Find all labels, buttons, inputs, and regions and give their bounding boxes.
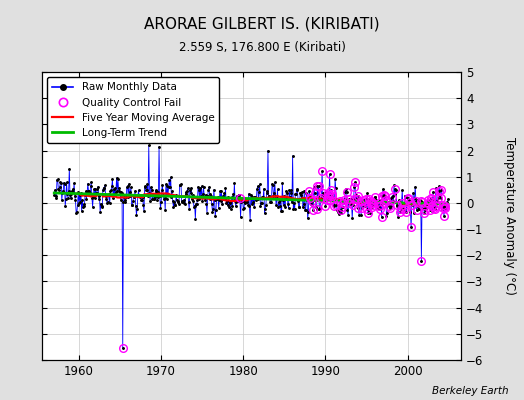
Text: 2.559 S, 176.800 E (Kiribati): 2.559 S, 176.800 E (Kiribati) [179,42,345,54]
Legend: Raw Monthly Data, Quality Control Fail, Five Year Moving Average, Long-Term Tren: Raw Monthly Data, Quality Control Fail, … [47,77,220,143]
Text: Berkeley Earth: Berkeley Earth [432,386,508,396]
Y-axis label: Temperature Anomaly (°C): Temperature Anomaly (°C) [503,137,516,295]
Text: ARORAE GILBERT IS. (KIRIBATI): ARORAE GILBERT IS. (KIRIBATI) [144,16,380,32]
